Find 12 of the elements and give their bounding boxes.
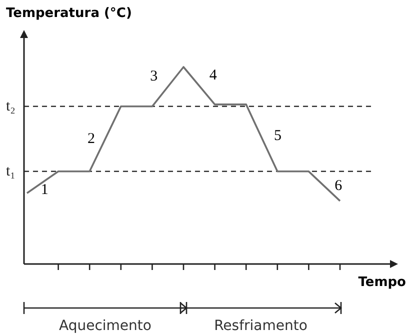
text: Resfriamento <box>214 318 308 334</box>
annotation: 6 <box>334 178 343 194</box>
annotation: 4 <box>209 68 218 84</box>
annotation: 1 <box>40 182 48 198</box>
ref-line-label: t₁ <box>6 163 16 180</box>
annotation: 2 <box>88 130 95 147</box>
annotation: 3 <box>150 68 158 85</box>
annotation: 5 <box>274 128 282 144</box>
x-axis-title: Tempo <box>358 275 406 290</box>
ref-line-label: t₂ <box>6 98 16 114</box>
text: Aquecimento <box>59 318 152 334</box>
y-axis-title: Temperatura (°C) <box>6 6 132 21</box>
